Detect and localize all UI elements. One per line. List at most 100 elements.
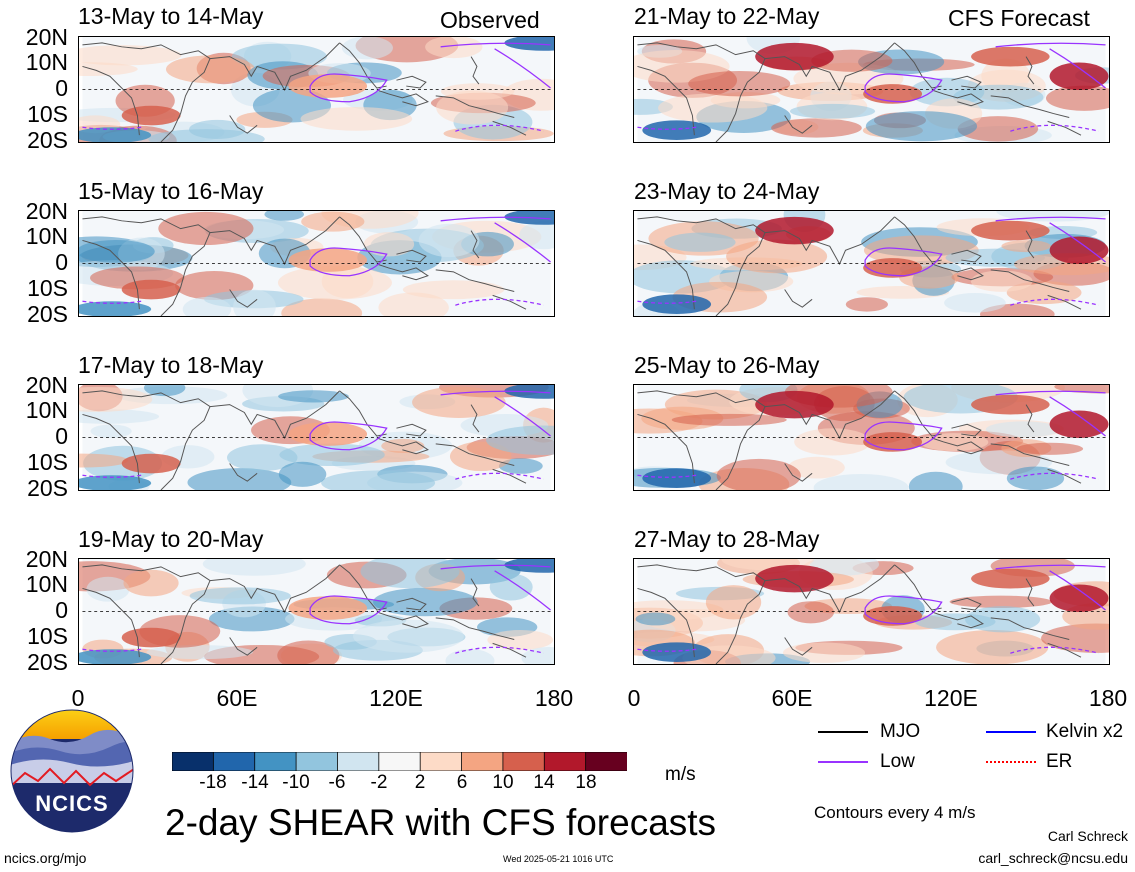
shear-field-patch	[726, 239, 828, 274]
coastline	[396, 75, 427, 89]
shear-field-patch	[487, 630, 554, 650]
lat-tick-label: 20N	[25, 198, 68, 224]
shear-field-patch	[79, 409, 160, 424]
shear-field-patch	[277, 265, 392, 300]
shear-field-patch	[635, 612, 676, 626]
colorbar-segment	[295, 751, 339, 772]
low-contour	[440, 216, 551, 263]
shear-field-patch	[1049, 410, 1109, 438]
lat-tick-label: 20N	[25, 372, 68, 398]
coastline	[1025, 578, 1035, 607]
coastline	[894, 390, 942, 437]
shear-field-patch	[79, 453, 129, 468]
coastline	[82, 390, 211, 490]
shear-field-patch	[755, 390, 834, 419]
map-panel-fc-2	[633, 210, 1110, 317]
units-label: m/s	[665, 764, 696, 785]
low-contour	[864, 247, 943, 277]
shear-field-patch	[1006, 466, 1065, 490]
low-contour	[864, 73, 943, 103]
coastline	[435, 269, 515, 292]
coastline	[470, 578, 480, 607]
coastline	[990, 443, 1070, 466]
colorbar-tick-label: 2	[414, 772, 426, 793]
shear-field-patch	[121, 105, 181, 126]
shear-field-patch	[277, 640, 340, 664]
coastline	[492, 468, 527, 484]
coastline	[470, 404, 480, 433]
coastline	[931, 437, 984, 455]
shear-field-patch	[794, 428, 871, 456]
low-contour	[82, 298, 544, 306]
coastline	[396, 423, 427, 437]
lat-tick-label: 10S	[27, 623, 68, 649]
lat-tick-label: 0	[55, 249, 68, 275]
shear-field-patch	[845, 297, 888, 312]
shear-map	[634, 211, 1109, 316]
shear-field-patch	[936, 630, 1049, 664]
coastline	[951, 597, 982, 611]
shear-field-patch	[187, 468, 292, 490]
shear-field-patch	[908, 471, 963, 490]
low-contour	[309, 595, 388, 625]
shear-field-patch	[1049, 62, 1109, 90]
shear-field-patch	[1001, 240, 1051, 253]
shear-field-patch	[1049, 236, 1109, 264]
shear-field-patch	[158, 211, 254, 246]
shear-field-patch	[813, 474, 909, 490]
cfs-forecast-label: CFS Forecast	[948, 5, 1090, 31]
shear-field-patch	[264, 211, 305, 221]
coastline	[951, 423, 982, 437]
shear-field-patch	[642, 120, 712, 141]
legend-line-er	[986, 761, 1036, 763]
shear-field-patch	[425, 37, 483, 59]
shear-field-patch	[202, 559, 306, 576]
colorbar-tick-label: -2	[370, 772, 388, 793]
low-contour	[309, 73, 388, 103]
coastline	[637, 413, 695, 484]
shear-field-patch	[787, 456, 845, 479]
shear-field-patch	[182, 296, 232, 316]
panel-title-obs-3: 17-May to 18-May	[78, 352, 264, 378]
ncics-logo: NCICS	[10, 709, 134, 833]
low-contour	[82, 472, 544, 480]
contour-note: Contours every 4 m/s	[814, 803, 976, 822]
coastline	[229, 463, 258, 482]
author-email: carl_schreck@ncsu.edu	[978, 850, 1128, 866]
shear-field-patch	[971, 220, 1050, 241]
low-contour	[995, 216, 1106, 263]
low-contour	[440, 564, 551, 611]
low-contour	[440, 390, 551, 437]
lat-tick-label: 20S	[27, 649, 68, 675]
map-panel-fc-4	[633, 558, 1110, 665]
coastline	[764, 216, 895, 266]
coastline	[435, 617, 515, 640]
lon-tick-label: 60E	[216, 685, 258, 711]
shear-field-patch	[489, 573, 533, 601]
panel-title-fc-2: 23-May to 24-May	[634, 178, 820, 204]
lat-tick-label: 0	[55, 423, 68, 449]
shear-field-patch	[353, 619, 464, 653]
shear-field-patch	[985, 421, 1061, 438]
lat-tick-label: 20N	[25, 24, 68, 50]
colorbar-segment	[171, 751, 215, 772]
coastline	[492, 642, 527, 658]
coastline	[492, 120, 527, 136]
shear-field-patch	[79, 62, 138, 76]
shear-field-patch	[148, 129, 265, 142]
coastline	[1047, 294, 1082, 310]
shear-field-patch	[121, 627, 181, 648]
panel-title-obs-2: 15-May to 16-May	[78, 178, 264, 204]
panel-title-obs-1: 13-May to 14-May	[78, 3, 264, 29]
shear-field-patch	[664, 232, 736, 252]
panel-title-obs-4: 19-May to 20-May	[78, 526, 264, 552]
coastline	[764, 564, 895, 614]
shear-field-patch	[90, 424, 132, 438]
shear-field-patch	[378, 292, 449, 316]
shear-field-patch	[671, 413, 787, 426]
shear-field-patch	[300, 106, 413, 131]
coastline	[1025, 404, 1035, 433]
shear-field-patch	[288, 422, 368, 446]
shear-field-patch	[519, 221, 554, 250]
colorbar-segment	[502, 751, 546, 772]
